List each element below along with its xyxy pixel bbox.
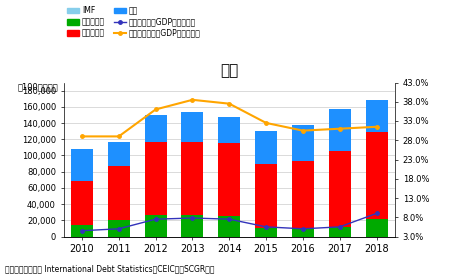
- 対外偐務残高のGDP比（右軸）: [337, 127, 342, 130]
- Bar: [255, 164, 277, 229]
- 中長期公的のGDP比（右軸）: [190, 216, 195, 220]
- 対外偐務残高のGDP比（右軸）: [153, 108, 158, 111]
- Bar: [71, 149, 93, 182]
- 中長期公的のGDP比（右軸）: [227, 218, 232, 221]
- Bar: [218, 216, 240, 236]
- Bar: [292, 161, 314, 229]
- Legend: IMF, 中長期公的, 中長期民間, 短期, 中長期公的のGDP比（右軸）, 対外偐務残高のGDP比（右軸）: IMF, 中長期公的, 中長期民間, 短期, 中長期公的のGDP比（右軸）, 対…: [67, 6, 201, 38]
- 対外偐務残高のGDP比（右軸）: [79, 135, 85, 138]
- 対外偐務残高のGDP比（右軸）: [374, 125, 379, 128]
- Bar: [255, 131, 277, 164]
- Bar: [182, 142, 203, 215]
- 対外偐務残高のGDP比（右軸）: [227, 102, 232, 105]
- Bar: [329, 227, 351, 236]
- Bar: [218, 117, 240, 143]
- Bar: [255, 229, 277, 236]
- Bar: [182, 215, 203, 236]
- Text: （出所）世界銀行 International Debt Statistics、CEICよりSCGR作成: （出所）世界銀行 International Debt Statistics、C…: [5, 265, 214, 274]
- 対外偐務残高のGDP比（右軸）: [116, 135, 122, 138]
- Bar: [108, 142, 130, 166]
- Bar: [365, 132, 388, 219]
- Line: 対外偐務残高のGDP比（右軸）: 対外偐務残高のGDP比（右軸）: [80, 98, 378, 138]
- Bar: [71, 182, 93, 225]
- Bar: [144, 142, 167, 214]
- 対外偐務残高のGDP比（右軸）: [190, 98, 195, 101]
- 中長期公的のGDP比（右軸）: [116, 227, 122, 230]
- Bar: [71, 225, 93, 236]
- Bar: [108, 220, 130, 236]
- Bar: [329, 109, 351, 152]
- 中長期公的のGDP比（右軸）: [79, 229, 85, 232]
- Bar: [292, 125, 314, 161]
- 中長期公的のGDP比（右軸）: [337, 225, 342, 229]
- Text: （100万ドル）: （100万ドル）: [17, 82, 58, 92]
- Title: タイ: タイ: [220, 64, 238, 79]
- 中長期公的のGDP比（右軸）: [300, 227, 306, 230]
- Line: 中長期公的のGDP比（右軸）: 中長期公的のGDP比（右軸）: [80, 212, 378, 232]
- Bar: [144, 214, 167, 236]
- 対外偐務残高のGDP比（右軸）: [300, 129, 306, 132]
- Bar: [218, 143, 240, 216]
- Bar: [329, 152, 351, 227]
- Bar: [292, 229, 314, 236]
- 中長期公的のGDP比（右軸）: [374, 212, 379, 215]
- Bar: [108, 166, 130, 220]
- Bar: [182, 112, 203, 142]
- 中長期公的のGDP比（右軸）: [263, 225, 269, 229]
- 対外偐務残高のGDP比（右軸）: [263, 121, 269, 125]
- Bar: [365, 219, 388, 236]
- Bar: [365, 100, 388, 132]
- Bar: [144, 115, 167, 142]
- 中長期公的のGDP比（右軸）: [153, 218, 158, 221]
